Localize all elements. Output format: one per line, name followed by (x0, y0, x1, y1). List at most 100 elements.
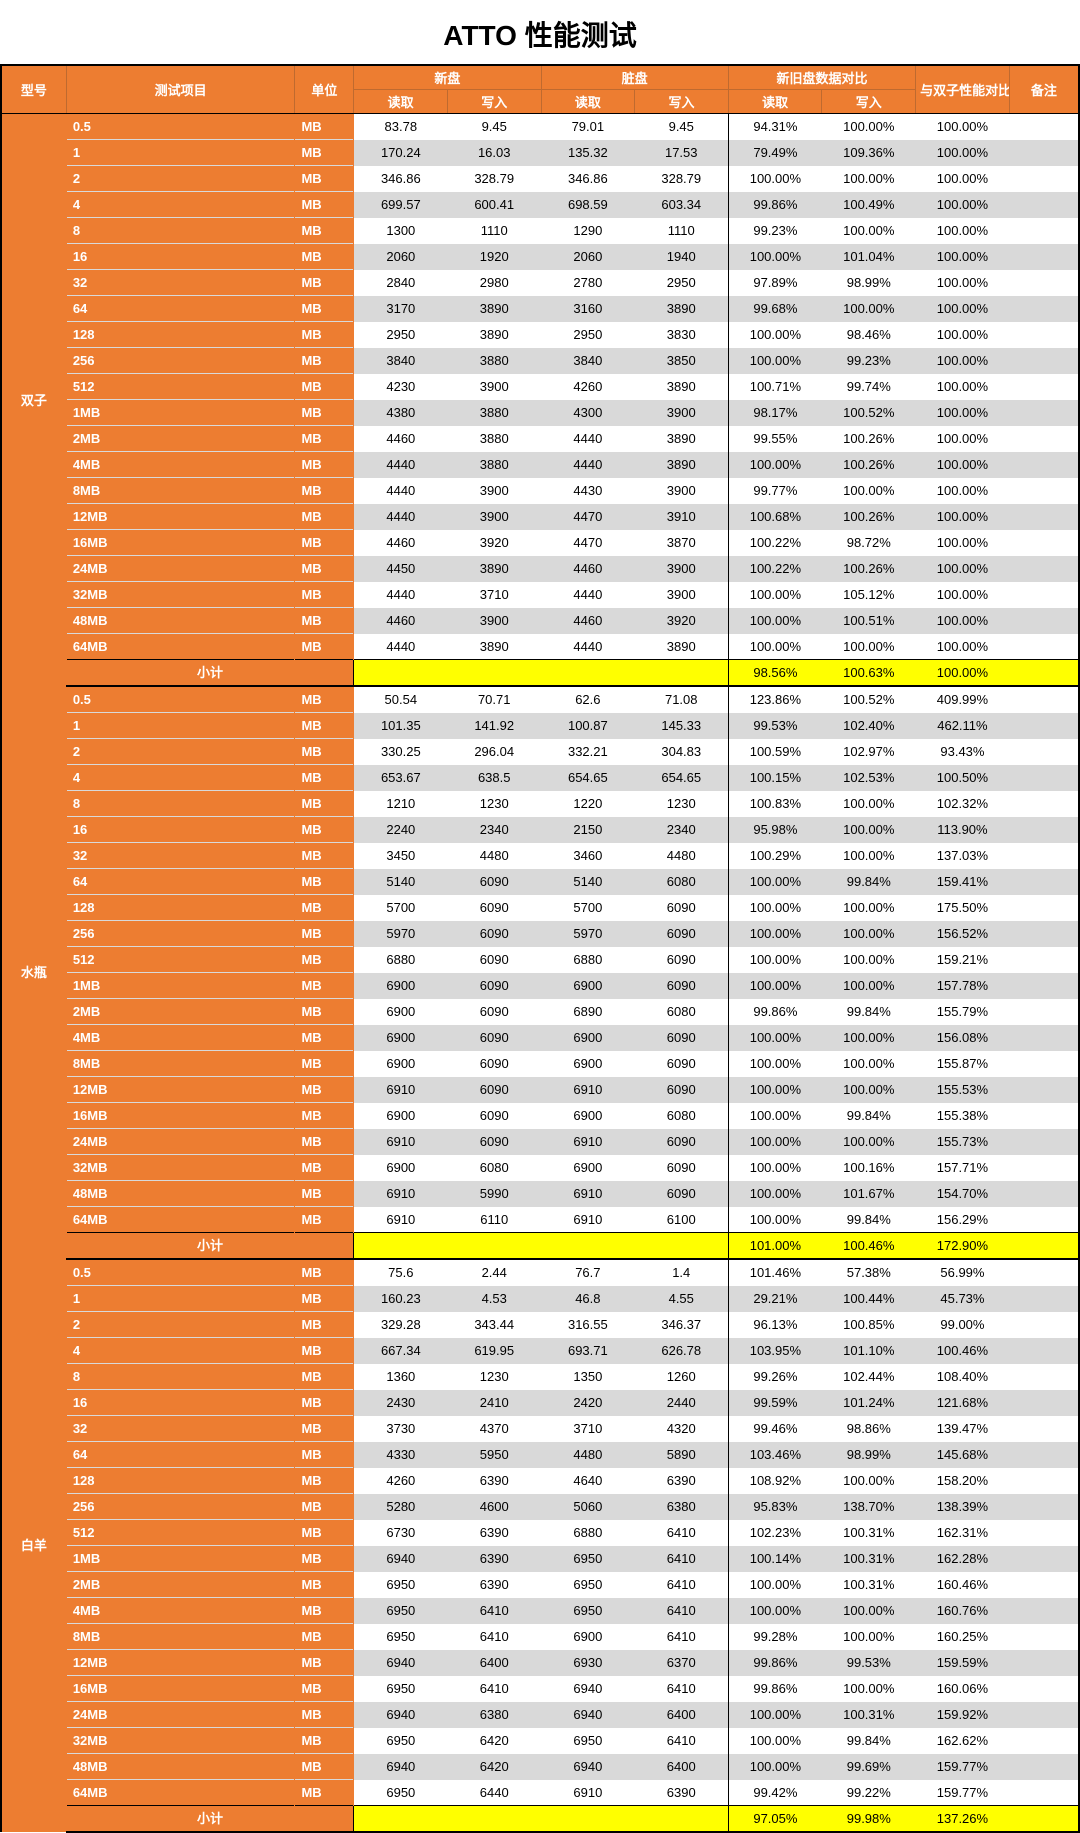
data-cell: 57.38% (822, 1259, 916, 1286)
table-row: 双子0.5MB83.789.4579.019.4594.31%100.00%10… (1, 114, 1079, 140)
subtotal-blank (541, 1233, 635, 1260)
data-cell: 6090 (447, 921, 541, 947)
data-cell: 101.46% (728, 1259, 822, 1286)
data-cell: 4460 (541, 556, 635, 582)
data-cell: 99.53% (822, 1650, 916, 1676)
data-cell: 99.00% (916, 1312, 1010, 1338)
data-cell: 5140 (354, 869, 448, 895)
unit-cell: MB (295, 1103, 354, 1129)
data-cell: 6950 (541, 1546, 635, 1572)
table-row: 8MB130011101290111099.23%100.00%100.00% (1, 218, 1079, 244)
table-row: 1MBMB438038804300390098.17%100.52%100.00… (1, 400, 1079, 426)
test-item: 12MB (66, 504, 295, 530)
table-row: 64MBMB4440389044403890100.00%100.00%100.… (1, 634, 1079, 660)
unit-cell: MB (295, 947, 354, 973)
data-cell: 3900 (635, 478, 729, 504)
data-cell: 2060 (354, 244, 448, 270)
unit-cell: MB (295, 348, 354, 374)
table-row: 32MBMB4440371044403900100.00%105.12%100.… (1, 582, 1079, 608)
data-cell: 6950 (541, 1598, 635, 1624)
test-item: 16MB (66, 1103, 295, 1129)
data-cell: 99.69% (822, 1754, 916, 1780)
remarks-cell (1009, 686, 1079, 713)
data-cell: 100.26% (822, 504, 916, 530)
remarks-cell (1009, 999, 1079, 1025)
table-row: 1MB170.2416.03135.3217.5379.49%109.36%10… (1, 140, 1079, 166)
table-header: 型号 测试项目 单位 新盘 脏盘 新旧盘数据对比 与双子性能对比 备注 读取 写… (1, 65, 1079, 114)
unit-cell: MB (295, 1650, 354, 1676)
remarks-cell (1009, 608, 1079, 634)
unit-cell: MB (295, 1051, 354, 1077)
data-cell: 100.16% (822, 1155, 916, 1181)
table-row: 32MB373043703710432099.46%98.86%139.47% (1, 1416, 1079, 1442)
unit-cell: MB (295, 1025, 354, 1051)
remarks-cell (1009, 1546, 1079, 1572)
data-cell: 1230 (635, 791, 729, 817)
test-item: 64 (66, 296, 295, 322)
unit-cell: MB (295, 973, 354, 999)
data-cell: 100.00% (822, 1624, 916, 1650)
data-cell: 99.55% (728, 426, 822, 452)
test-item: 0.5 (66, 1259, 295, 1286)
unit-cell: MB (295, 1754, 354, 1780)
unit-cell: MB (295, 895, 354, 921)
table-row: 1MB101.35141.92100.87145.3399.53%102.40%… (1, 713, 1079, 739)
data-cell: 3900 (447, 504, 541, 530)
data-cell: 346.86 (354, 166, 448, 192)
data-cell: 4330 (354, 1442, 448, 1468)
data-cell: 100.14% (728, 1546, 822, 1572)
test-item: 8MB (66, 1051, 295, 1077)
data-cell: 6410 (635, 1624, 729, 1650)
unit-cell: MB (295, 765, 354, 791)
data-cell: 2340 (447, 817, 541, 843)
data-cell: 156.08% (916, 1025, 1010, 1051)
data-cell: 100.00% (728, 1598, 822, 1624)
data-cell: 102.53% (822, 765, 916, 791)
data-cell: 6940 (354, 1546, 448, 1572)
data-cell: 4260 (354, 1468, 448, 1494)
data-cell: 99.74% (822, 374, 916, 400)
data-cell: 6910 (541, 1077, 635, 1103)
subtotal-value: 98.56% (728, 660, 822, 687)
data-cell: 667.34 (354, 1338, 448, 1364)
subtotal-label: 小计 (66, 660, 353, 687)
remarks-cell (1009, 713, 1079, 739)
data-cell: 4440 (541, 452, 635, 478)
test-item: 4 (66, 765, 295, 791)
remarks-cell (1009, 296, 1079, 322)
data-cell: 6910 (541, 1207, 635, 1233)
test-item: 2 (66, 1312, 295, 1338)
data-cell: 102.32% (916, 791, 1010, 817)
data-cell: 100.31% (822, 1702, 916, 1728)
data-cell: 4440 (541, 582, 635, 608)
data-cell: 5700 (541, 895, 635, 921)
subtotal-blank (354, 1806, 448, 1833)
data-cell: 100.50% (916, 765, 1010, 791)
data-cell: 4.55 (635, 1286, 729, 1312)
data-cell: 304.83 (635, 739, 729, 765)
data-cell: 100.00% (728, 1051, 822, 1077)
data-cell: 3710 (541, 1416, 635, 1442)
data-cell: 3850 (635, 348, 729, 374)
data-cell: 3870 (635, 530, 729, 556)
data-cell: 3890 (447, 322, 541, 348)
test-item: 128 (66, 1468, 295, 1494)
unit-cell: MB (295, 426, 354, 452)
data-cell: 100.00% (728, 869, 822, 895)
data-cell: 6900 (354, 973, 448, 999)
data-cell: 6950 (541, 1572, 635, 1598)
test-item: 2 (66, 739, 295, 765)
data-cell: 6410 (635, 1676, 729, 1702)
data-cell: 100.00% (728, 348, 822, 374)
header-new-write: 写入 (447, 90, 541, 114)
test-item: 4 (66, 1338, 295, 1364)
test-item: 2MB (66, 999, 295, 1025)
data-cell: 95.83% (728, 1494, 822, 1520)
test-item: 512 (66, 1520, 295, 1546)
data-cell: 100.00% (728, 1754, 822, 1780)
data-cell: 97.89% (728, 270, 822, 296)
data-cell: 6090 (447, 895, 541, 921)
data-cell: 100.00% (728, 1207, 822, 1233)
test-item: 1MB (66, 1546, 295, 1572)
unit-cell: MB (295, 270, 354, 296)
